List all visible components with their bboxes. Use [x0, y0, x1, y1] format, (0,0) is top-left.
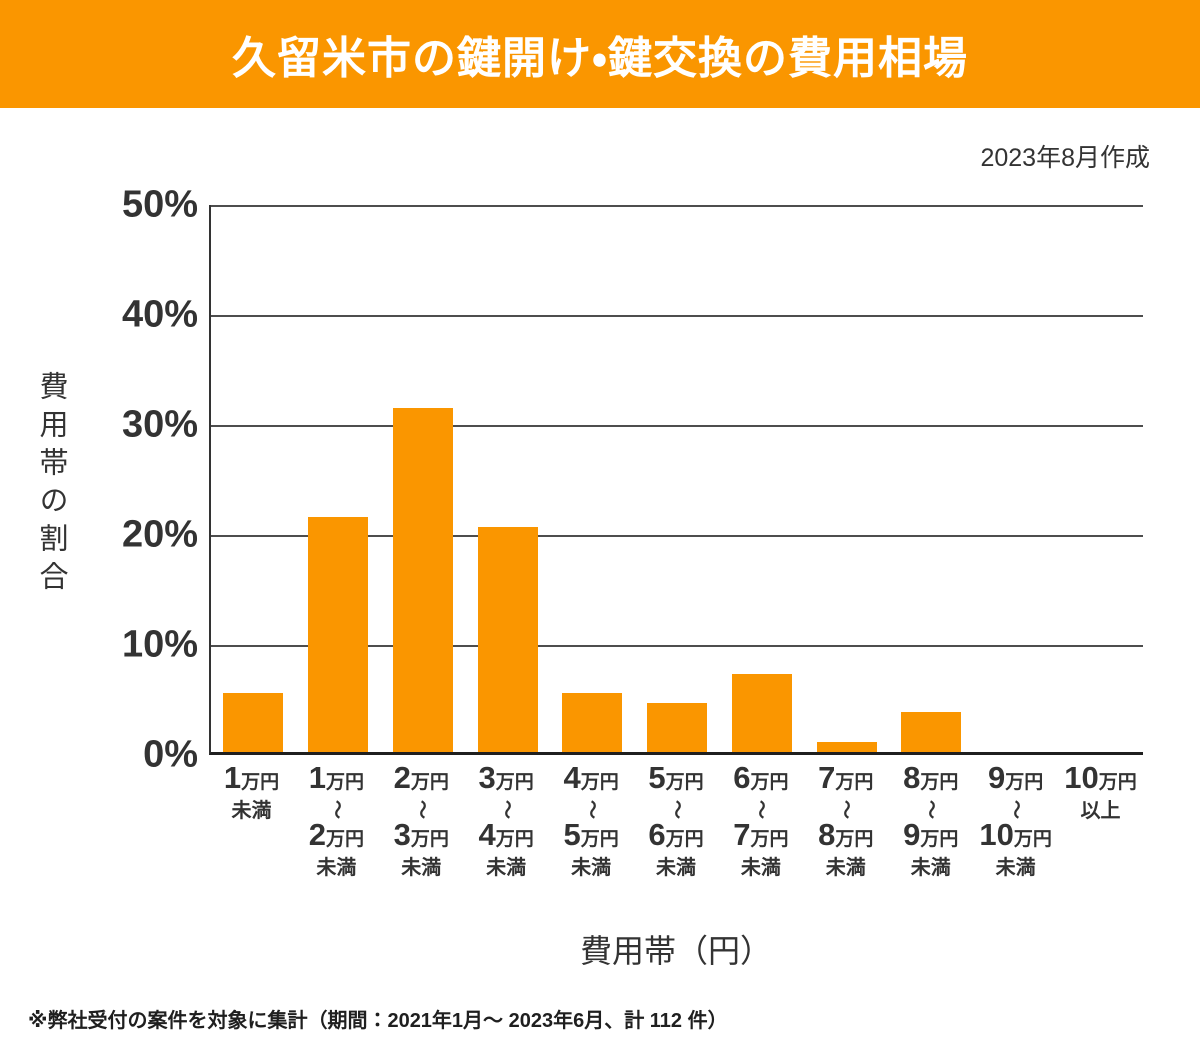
gridline-40: [211, 315, 1143, 317]
x-tick-label-5: 5万円〜 6万円 未満: [648, 760, 704, 879]
bar-slot-1: [296, 205, 381, 752]
plot-area: [209, 205, 1143, 755]
y-tick-label-20: 20%: [121, 513, 198, 556]
footnote: ※弊社受付の案件を対象に集計（期間：2021年1月～ 2023年6月、計 112…: [28, 1010, 728, 1032]
x-tick-label-10: 10万円 以上: [1064, 760, 1137, 822]
x-tick-label-4: 4万円〜 5万円 未満: [563, 760, 619, 879]
x-axis-title: 費用帯（円）: [579, 933, 772, 969]
bar-slot-2: [380, 205, 465, 752]
bar-slot-9: [974, 205, 1059, 752]
bar-slot-4: [550, 205, 635, 752]
bars-container: [211, 205, 1143, 752]
x-tick-label-0: 1万円 未満: [223, 760, 280, 822]
x-tick-label-3: 3万円〜 4万円 未満: [478, 760, 534, 879]
gridline-30: [211, 425, 1143, 427]
bar-2: [392, 407, 453, 752]
x-tick-label-2: 2万円〜 3万円 未満: [393, 760, 449, 879]
bar-slot-0: [211, 205, 296, 752]
bar-3: [477, 526, 538, 752]
bar-0: [223, 692, 284, 752]
bar-slot-10: [1058, 205, 1143, 752]
x-tick-label-6: 6万円〜 7万円 未満: [733, 760, 789, 879]
bar-1: [308, 516, 369, 752]
bar-slot-6: [719, 205, 804, 752]
bar-6: [731, 673, 792, 752]
y-tick-label-10: 10%: [121, 623, 198, 666]
bar-slot-3: [465, 205, 550, 752]
x-tick-label-7: 7万円〜 8万円 未満: [818, 760, 874, 879]
bar-slot-5: [635, 205, 720, 752]
gridline-10: [211, 645, 1143, 647]
bar-8: [901, 712, 962, 752]
x-tick-label-1: 1万円〜 2万円 未満: [308, 760, 364, 879]
header-banner: 久留米市の鍵開け・鍵交換の費用相場: [0, 0, 1200, 108]
bar-7: [816, 742, 877, 752]
y-tick-label-40: 40%: [121, 293, 198, 336]
page-title: 久留米市の鍵開け・鍵交換の費用相場: [232, 34, 968, 83]
y-tick-label-50: 50%: [121, 183, 198, 226]
y-tick-label-0: 0%: [143, 733, 198, 776]
chart-created-date: 2023年8月作成: [980, 144, 1150, 172]
bar-slot-7: [804, 205, 889, 752]
x-tick-label-9: 9万円〜 10万円 未満: [979, 760, 1052, 879]
gridline-50: [211, 205, 1143, 207]
bar-5: [647, 702, 708, 752]
bar-slot-8: [889, 205, 974, 752]
gridline-20: [211, 535, 1143, 537]
x-tick-label-8: 8万円〜 9万円 未満: [903, 760, 959, 879]
y-tick-label-30: 30%: [121, 403, 198, 446]
x-axis-labels: 1万円 未満 1万円〜 2万円 未満 2万円〜 3万円 未満 3万円〜 4万円 未満 4万円〜 5万円未…: [209, 760, 1143, 881]
y-axis-title: 費用帯の割合: [35, 371, 67, 599]
bar-4: [562, 692, 623, 752]
